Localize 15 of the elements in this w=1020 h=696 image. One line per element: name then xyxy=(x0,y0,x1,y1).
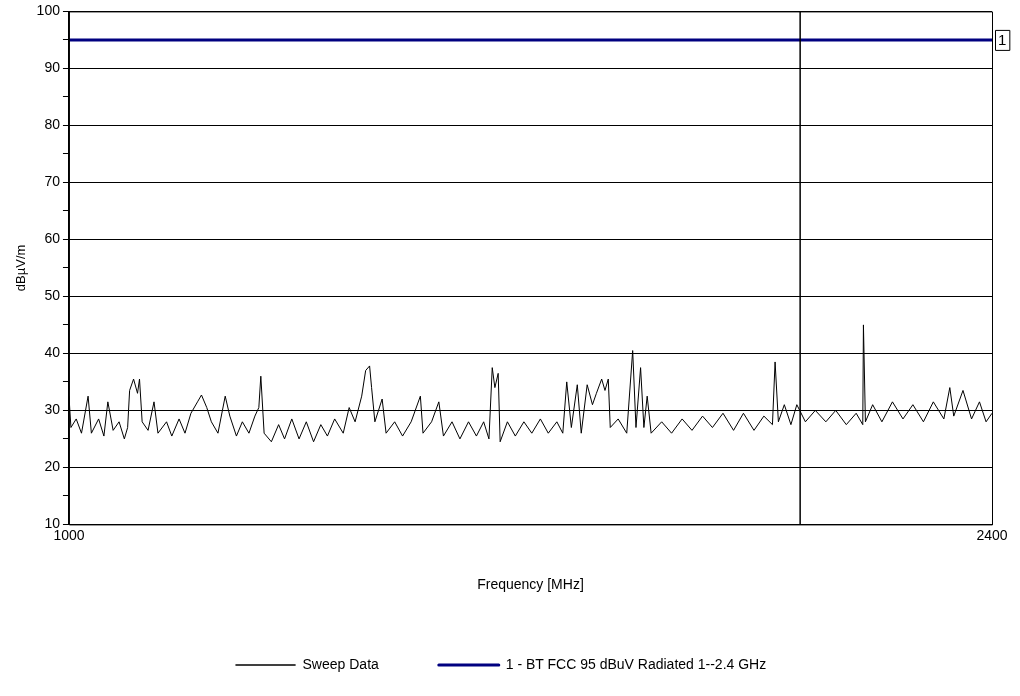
y-tick-label: 60 xyxy=(44,230,61,247)
y-tick-label: 20 xyxy=(44,458,61,475)
annotation: 1 xyxy=(998,31,1007,49)
y-tick-label: 100 xyxy=(36,2,61,19)
y-tick-label: 40 xyxy=(44,344,61,361)
x-axis-title: Frequency [MHz] xyxy=(477,576,584,593)
y-tick-label: 50 xyxy=(44,287,61,304)
y-tick-label: 90 xyxy=(44,59,61,76)
y-tick-label: 30 xyxy=(44,401,61,418)
y-axis-title: dBµV/m xyxy=(13,244,29,292)
legend-label: 1 - BT FCC 95 dBuV Radiated 1--2.4 GHz xyxy=(505,655,767,672)
y-tick-label: 70 xyxy=(44,173,61,190)
x-tick-label: 2400 xyxy=(976,526,1008,543)
y-tick-label: 80 xyxy=(44,116,61,133)
legend-label: Sweep Data xyxy=(302,655,380,672)
